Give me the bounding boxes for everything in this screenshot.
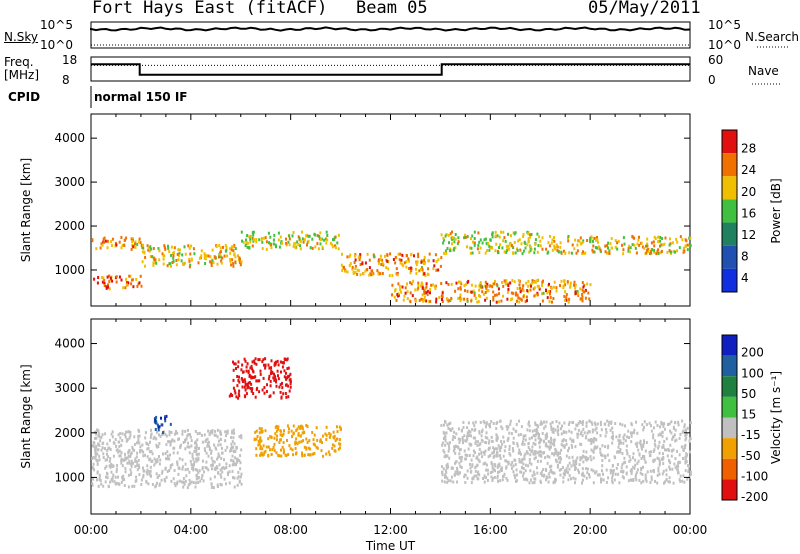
velocity-panel-frame [90,318,691,515]
beam-title: Beam 05 [356,0,428,18]
nsky-line [90,26,691,32]
power-colorbar-tick: 24 [741,163,756,177]
power-colorbar-tick: 8 [741,250,749,264]
xtick-label: 00:00 [74,523,109,537]
ytick-label-velocity-panel: 4000 [54,337,85,351]
velocity-colorbar-tick: 50 [741,387,756,401]
power-colorbar-tick: 28 [741,142,756,156]
velocity-colorbar-tick: -15 [741,428,761,442]
power-colorbar-swatch [722,153,737,177]
nsky-tick-top: 10^5 [40,18,73,32]
power-colorbar-swatch [722,199,737,223]
velocity-colorbar-tick: -100 [741,469,768,483]
nave-tick-bottom: 0 [708,73,716,87]
velocity-colorbar-frame [721,334,738,501]
nsky-tick-bottom: 10^0 [40,38,73,52]
power-panel-pixels [91,230,692,304]
velocity-colorbar-swatch [722,479,737,500]
power-colorbar-swatch [722,130,737,154]
xtick-label: 08:00 [273,523,308,537]
power-colorbar-tick: 20 [741,185,756,199]
ylabel-velocity-panel: Slant Range [km] [19,364,33,468]
power-colorbar-swatch [722,222,737,246]
power-colorbar-swatch [722,268,737,292]
velocity-colorbar-swatch [722,417,737,439]
velocity-colorbar-swatch [722,396,737,418]
power-panel-frame [90,113,691,307]
velocity-panel-pixels [91,357,692,490]
velocity-colorbar-swatch [722,335,737,356]
ytick-label-velocity-panel: 1000 [54,470,85,484]
power-colorbar-tick: 4 [741,271,749,285]
ytick-label-power-panel: 2000 [54,219,85,233]
nsearch-label: N.Search [745,30,800,44]
ylabel-power-panel: Slant Range [km] [19,158,33,262]
velocity-colorbar-swatch [722,355,737,377]
ytick-label-power-panel: 3000 [54,175,85,189]
nave-label: Nave [748,64,779,78]
freq-tick-bottom: 8 [62,73,70,87]
nave-tick-top: 60 [708,53,724,67]
velocity-colorbar-swatch [722,458,737,480]
power-colorbar-frame [721,129,738,293]
date-title: 05/May/2011 [588,0,701,18]
xtick-label: 20:00 [573,523,608,537]
radar-title: Fort Hays East (fitACF) [92,0,328,18]
freq-label: Freq. [4,55,34,69]
velocity-colorbar-tick: -200 [741,490,768,504]
cpid-mode: normal 150 IF [94,90,188,104]
xtick-label: 12:00 [373,523,408,537]
velocity-colorbar-tick: 15 [741,408,756,422]
nsearch-tick-top: 10^5 [708,18,741,32]
velocity-colorbar-label: Velocity [m s⁻¹] [769,371,783,464]
velocity-colorbar-swatch [722,438,737,459]
ytick-label-velocity-panel: 2000 [54,426,85,440]
xtick-label: 04:00 [174,523,209,537]
power-colorbar-label: Power [dB] [769,178,783,243]
ytick-label-power-panel: 4000 [54,131,85,145]
power-colorbar-tick: 12 [741,228,756,242]
velocity-colorbar-swatch [722,376,737,397]
freq-line [91,63,690,76]
nsky-label: N.Sky [4,30,39,44]
noise-panel-frame [90,21,691,49]
power-colorbar-tick: 16 [741,206,756,220]
velocity-colorbar-tick: 100 [741,366,764,380]
cpid-label: CPID [8,90,41,104]
ytick-label-velocity-panel: 3000 [54,381,85,395]
power-colorbar-swatch [722,245,737,269]
freq-tick-top: 18 [62,53,78,67]
nsearch-tick-bottom: 10^0 [708,38,741,52]
freq-panel-frame [90,56,691,82]
xaxis-label: Time UT [365,539,416,553]
power-colorbar-swatch [722,176,737,200]
xtick-label: 16:00 [473,523,508,537]
freq-unit-label: [MHz] [4,68,40,82]
xtick-label: 00:00 [673,523,708,537]
ytick-label-power-panel: 1000 [54,263,85,277]
velocity-colorbar-tick: 200 [741,346,764,360]
velocity-colorbar-tick: -50 [741,449,761,463]
